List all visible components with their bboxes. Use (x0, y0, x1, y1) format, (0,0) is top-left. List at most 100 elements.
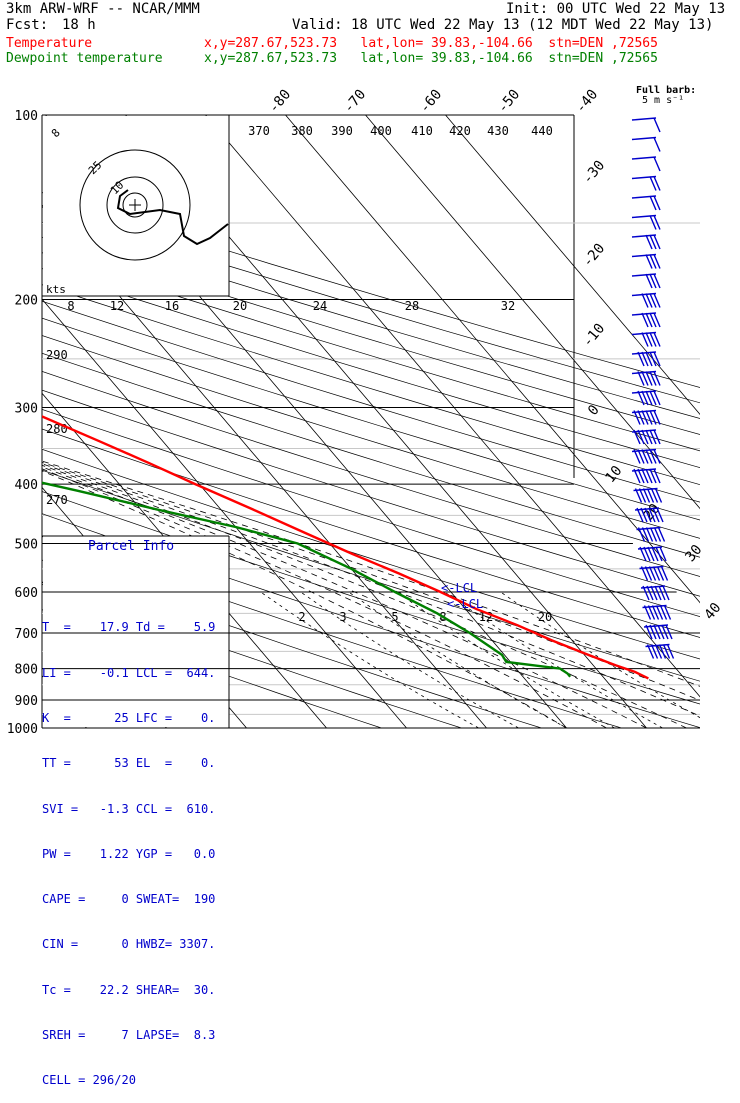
pressure-label: 700 (15, 627, 38, 642)
wind-barb-staff (632, 216, 656, 218)
isotherm-right-label: 30 (682, 542, 705, 565)
wind-barb-staff (632, 450, 656, 452)
pressure-label: 600 (15, 586, 38, 601)
parcel-info-table: T = 17.9 Td = 5.9 LI = -0.1 LCL = 644. K… (42, 538, 215, 1103)
pressure-label: 300 (15, 401, 38, 416)
parcel-row: SVI = -1.3 CCL = 610. (42, 802, 215, 817)
isotherm-right-label: -30 (580, 158, 609, 188)
temperature-legend: Temperature (6, 36, 92, 51)
theta-label: 370 (248, 124, 270, 138)
pressure-label: 100 (15, 109, 38, 124)
wind-barb-staff (632, 372, 656, 374)
wind-barb-staff (632, 196, 656, 198)
theta-label: 420 (449, 124, 471, 138)
parcel-row: T = 17.9 Td = 5.9 (42, 620, 215, 635)
wind-barb-flag (654, 157, 660, 171)
pressure-label: 1000 (7, 722, 38, 737)
lcl-label: <-LCL (441, 581, 477, 595)
isotherm-top-label: -40 (573, 87, 602, 117)
wind-barb-staff (632, 118, 656, 120)
parcel-row: CAPE = 0 SWEAT= 190 (42, 892, 215, 907)
isotherm-line (0, 115, 7, 728)
isotherm-line (286, 115, 740, 728)
parcel-row: K = 25 LFC = 0. (42, 711, 215, 726)
pressure-label: 200 (15, 294, 38, 309)
wind-barb-staff (640, 567, 664, 569)
forecast-value: 18 h (62, 18, 96, 33)
parcel-row: TT = 53 EL = 0. (42, 756, 215, 771)
wind-barb-staff (632, 430, 656, 432)
hodograph-x-tick: 24 (313, 299, 327, 313)
wind-barb-flag (654, 138, 660, 152)
wind-barb-staff (644, 625, 668, 627)
wind-barb-staff (632, 352, 656, 354)
mixing-ratio-line (349, 592, 567, 728)
wind-barb-staff (632, 333, 656, 335)
pressure-label: 800 (15, 663, 38, 678)
isotherm-right-label: -10 (580, 321, 609, 351)
wind-barb-staff (632, 313, 656, 315)
theta-side-label: 270 (46, 493, 68, 507)
mixing-ratio-label: 2 (298, 610, 305, 624)
isotherm-top-label: -60 (417, 87, 446, 117)
pressure-label: 400 (15, 478, 38, 493)
hodograph-x-tick: 28 (405, 299, 419, 313)
hodograph-x-tick: 8 (67, 299, 74, 313)
wind-barb-staff (632, 138, 656, 140)
hodograph-box (43, 116, 229, 296)
valid-time: Valid: 18 UTC Wed 22 May 13 (12 MDT Wed … (292, 18, 713, 33)
wind-barb-staff (632, 255, 656, 257)
isotherm-right-label: -20 (580, 241, 609, 271)
wind-barb-staff (632, 469, 656, 471)
wind-barb-staff (632, 391, 656, 393)
mixing-ratio-label: 3 (339, 610, 346, 624)
hodograph-x-tick: 20 (233, 299, 247, 313)
wind-barb-staff (632, 274, 656, 276)
hodograph-x-tick: 16 (165, 299, 179, 313)
wind-barb-staff (632, 235, 656, 237)
wind-barb-staff (643, 606, 667, 608)
isotherm-line (206, 115, 727, 728)
forecast-label: Fcst: (6, 18, 48, 33)
model-title: 3km ARW-WRF -- NCAR/MMM (6, 2, 200, 17)
parcel-row: LI = -0.1 LCL = 644. (42, 666, 215, 681)
parcel-row: CELL = 296/20 (42, 1073, 215, 1088)
theta-label: 410 (411, 124, 433, 138)
theta-label: 440 (531, 124, 553, 138)
hodograph-x-tick: 12 (110, 299, 124, 313)
isotherm-right-label: 40 (701, 600, 724, 623)
theta-side-label: 290 (46, 348, 68, 362)
dewpoint-location: x,y=287.67,523.73 lat,lon= 39.83,-104.66… (204, 51, 658, 66)
parcel-row: PW = 1.22 YGP = 0.0 (42, 847, 215, 862)
parcel-row: SREH = 7 LAPSE= 8.3 (42, 1028, 215, 1043)
hodograph-units: kts (46, 283, 66, 296)
wind-barb-staff (632, 294, 656, 296)
theta-label: 390 (331, 124, 353, 138)
mixing-ratio-label: 20 (538, 610, 552, 624)
temperature-location: x,y=287.67,523.73 lat,lon= 39.83,-104.66… (204, 36, 658, 51)
wind-barb-staff (632, 157, 656, 159)
wind-barb-staff (646, 645, 670, 647)
pressure-label: 900 (15, 694, 38, 709)
parcel-row: CIN = 0 HWBZ= 3307. (42, 937, 215, 952)
isotherm-top-label: -80 (266, 87, 295, 117)
wind-barb-staff (637, 528, 661, 530)
wind-barb-staff (638, 547, 662, 549)
lcl-label: <-LCL (447, 597, 483, 611)
init-time: Init: 00 UTC Wed 22 May 13 (506, 2, 725, 17)
theta-label: 380 (291, 124, 313, 138)
pressure-label: 500 (15, 537, 38, 552)
theta-label: 430 (487, 124, 509, 138)
dewpoint-legend: Dewpoint temperature (6, 51, 163, 66)
isotherm-top-label: -70 (341, 87, 370, 117)
wind-barb-flag (654, 118, 660, 132)
wind-barb-staff (632, 177, 656, 179)
isotherm-line (366, 115, 740, 728)
wind-barb-staff (632, 411, 656, 413)
wind-barb-staff (634, 489, 658, 491)
theta-label: 400 (370, 124, 392, 138)
parcel-row: Tc = 22.2 SHEAR= 30. (42, 983, 215, 998)
barb-legend-units: 5 m s⁻¹ (642, 96, 684, 106)
isotherm-right-label: 10 (602, 463, 625, 486)
isotherm-top-label: -50 (495, 87, 524, 117)
